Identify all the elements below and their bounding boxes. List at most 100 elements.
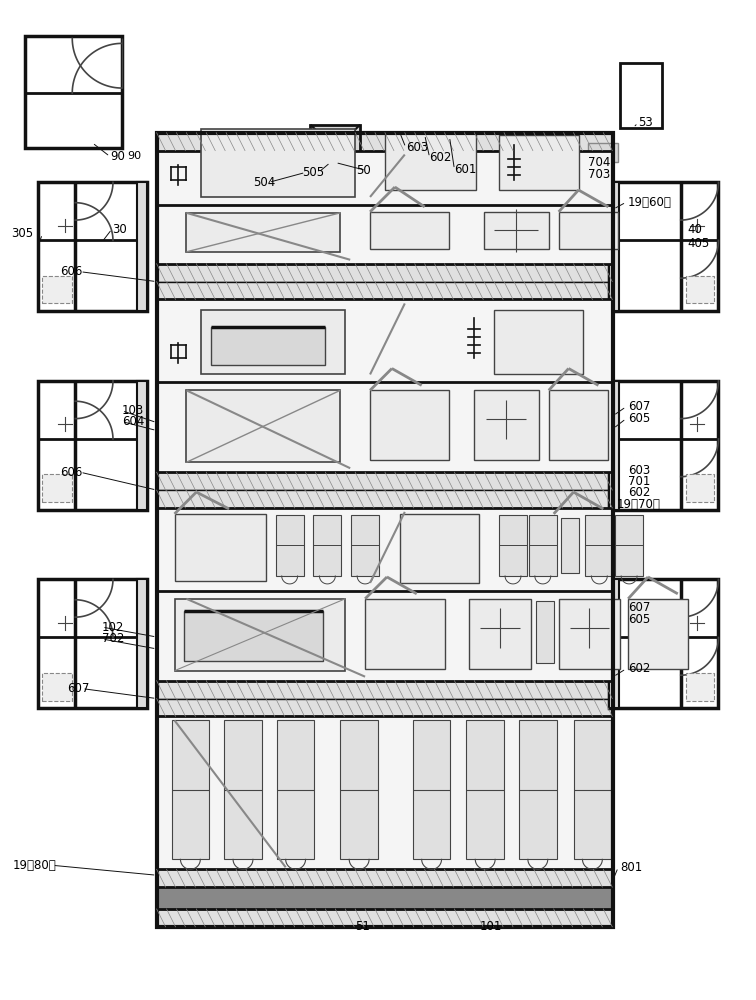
Bar: [615, 515, 643, 576]
Bar: [549, 390, 609, 460]
Bar: [184, 611, 324, 661]
Text: 607: 607: [628, 601, 650, 614]
Bar: [311, 125, 360, 172]
Circle shape: [233, 394, 289, 449]
Text: 703: 703: [588, 168, 611, 181]
Bar: [340, 720, 378, 859]
Bar: [609, 579, 718, 708]
Bar: [25, 36, 122, 148]
Bar: [385, 132, 476, 190]
Bar: [42, 276, 73, 303]
Bar: [559, 599, 620, 669]
Bar: [175, 599, 345, 671]
Text: 606: 606: [60, 265, 82, 278]
Bar: [137, 182, 147, 311]
Bar: [156, 869, 613, 887]
Text: 19（70）: 19（70）: [616, 498, 660, 511]
Text: 605: 605: [628, 613, 650, 626]
Circle shape: [494, 209, 538, 252]
Bar: [201, 310, 345, 374]
Text: 51: 51: [355, 920, 370, 933]
Text: 601: 601: [454, 163, 477, 176]
Bar: [137, 579, 147, 708]
Text: 606: 606: [60, 466, 82, 479]
Bar: [484, 212, 549, 249]
Bar: [314, 515, 341, 576]
Bar: [365, 599, 445, 669]
Bar: [201, 129, 355, 197]
Bar: [156, 716, 613, 869]
Text: 103: 103: [122, 404, 144, 417]
Text: 504: 504: [253, 176, 275, 189]
Bar: [38, 579, 147, 708]
Text: 604: 604: [122, 415, 144, 428]
Bar: [276, 515, 304, 576]
Bar: [156, 699, 613, 716]
Bar: [628, 599, 688, 669]
Bar: [609, 182, 718, 311]
Text: 90: 90: [127, 151, 141, 161]
Circle shape: [266, 153, 286, 173]
Bar: [156, 133, 613, 927]
Bar: [156, 299, 613, 472]
Bar: [156, 264, 613, 282]
Bar: [156, 490, 613, 508]
Text: 305: 305: [11, 227, 33, 240]
Circle shape: [486, 400, 526, 439]
Bar: [156, 681, 613, 699]
Circle shape: [250, 216, 272, 238]
Bar: [172, 720, 209, 859]
Bar: [494, 310, 584, 374]
Bar: [42, 474, 73, 502]
Bar: [529, 515, 556, 576]
Text: 702: 702: [102, 632, 125, 645]
Circle shape: [233, 200, 289, 255]
Text: 602: 602: [628, 486, 650, 499]
Text: 602: 602: [628, 662, 650, 675]
Bar: [574, 720, 612, 859]
Circle shape: [250, 410, 272, 432]
Bar: [536, 601, 553, 663]
Text: 607: 607: [628, 400, 650, 413]
Text: 607: 607: [67, 682, 90, 695]
Text: 603: 603: [628, 464, 650, 477]
Bar: [519, 720, 556, 859]
Bar: [466, 720, 504, 859]
Bar: [609, 381, 619, 510]
Bar: [620, 63, 662, 128]
Text: 101: 101: [479, 920, 502, 933]
Text: 605: 605: [628, 412, 650, 425]
Text: 701: 701: [628, 475, 650, 488]
Circle shape: [250, 137, 302, 189]
Bar: [561, 518, 578, 573]
Text: 704: 704: [588, 156, 611, 169]
Bar: [370, 390, 450, 460]
Circle shape: [480, 608, 520, 648]
Bar: [277, 720, 314, 859]
Bar: [499, 515, 527, 576]
Bar: [609, 182, 619, 311]
Text: 50: 50: [356, 164, 371, 177]
Bar: [156, 508, 613, 681]
Text: 19（80）: 19（80）: [13, 859, 57, 872]
Text: 102: 102: [102, 621, 125, 634]
Bar: [370, 212, 450, 249]
Bar: [38, 381, 147, 510]
Bar: [42, 673, 73, 701]
Bar: [156, 133, 613, 151]
Bar: [609, 381, 718, 510]
Bar: [156, 151, 613, 264]
Text: 801: 801: [620, 861, 643, 874]
Text: 19（60）: 19（60）: [628, 196, 672, 209]
Bar: [413, 720, 451, 859]
Bar: [469, 599, 531, 669]
Bar: [187, 390, 340, 462]
Bar: [559, 212, 618, 249]
Circle shape: [569, 608, 609, 648]
Text: 53: 53: [638, 116, 653, 129]
Bar: [609, 579, 619, 708]
Bar: [400, 514, 479, 583]
Text: 30: 30: [112, 223, 127, 236]
Bar: [686, 673, 714, 701]
Bar: [156, 472, 613, 490]
